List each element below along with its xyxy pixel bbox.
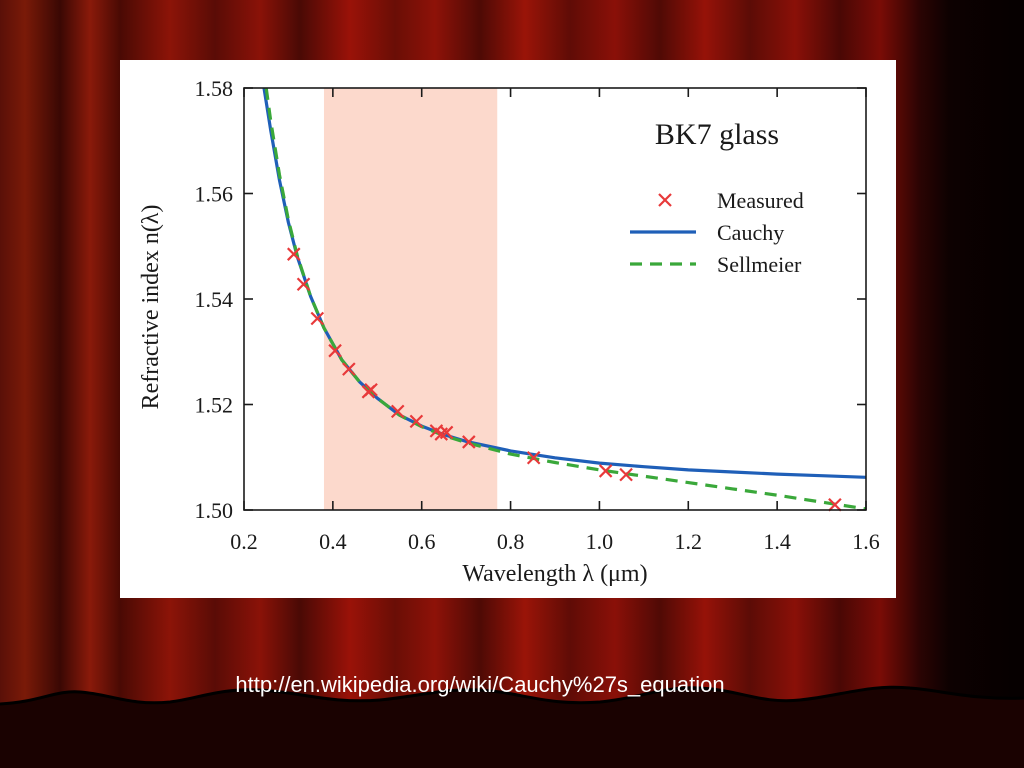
measured-point	[296, 277, 311, 292]
measured-point	[364, 382, 378, 397]
measured-point	[598, 464, 613, 478]
measured-point	[286, 247, 301, 261]
x-axis-label: Wavelength λ (μm)	[462, 561, 647, 587]
legend-marker-measured	[658, 193, 672, 207]
visible-spectrum-band	[323, 88, 498, 510]
x-tick-label: 1.0	[586, 529, 614, 554]
measured-point	[390, 404, 405, 419]
measured-point	[526, 450, 541, 465]
legend-label-sellmeier: Sellmeier	[717, 252, 802, 277]
y-tick-label: 1.54	[195, 287, 234, 312]
measured-point	[409, 414, 424, 429]
x-tick-label: 1.4	[763, 529, 791, 554]
measured-point	[619, 467, 633, 482]
measured-point	[439, 425, 454, 440]
measured-point	[310, 311, 325, 326]
measured-point	[328, 343, 342, 358]
y-axis-label: Refractive index n(λ)	[138, 205, 164, 410]
chart-figure: 0.2 0.4 0.6 0.8 1.0 1.2 1.4 1.6 1.50 1.52 1.54 1.56…	[120, 60, 896, 598]
x-tick-label: 0.4	[319, 529, 347, 554]
measured-point	[342, 362, 356, 376]
refractive-index-chart: 0.2 0.4 0.6 0.8 1.0 1.2 1.4 1.6 1.50 1.52 1.54 1.56…	[138, 76, 880, 587]
y-tick-label: 1.56	[195, 182, 234, 207]
y-tick-label: 1.52	[195, 393, 234, 418]
legend-label-measured: Measured	[717, 188, 804, 213]
y-tick-label: 1.58	[195, 76, 234, 101]
measured-point	[828, 497, 842, 512]
measured-point	[462, 435, 476, 449]
legend: Measured Cauchy Sellmeier	[630, 188, 804, 277]
y-tick-label: 1.50	[195, 498, 234, 523]
source-url-link[interactable]: http://en.wikipedia.org/wiki/Cauchy%27s_…	[235, 672, 725, 697]
x-tick-label: 0.6	[408, 529, 436, 554]
x-tick-label: 1.2	[675, 529, 703, 554]
legend-label-cauchy: Cauchy	[717, 220, 784, 245]
x-tick-label: 1.6	[852, 529, 880, 554]
x-tick-label: 0.2	[230, 529, 258, 554]
chart-title: BK7 glass	[655, 118, 779, 151]
x-tick-label: 0.8	[497, 529, 524, 554]
